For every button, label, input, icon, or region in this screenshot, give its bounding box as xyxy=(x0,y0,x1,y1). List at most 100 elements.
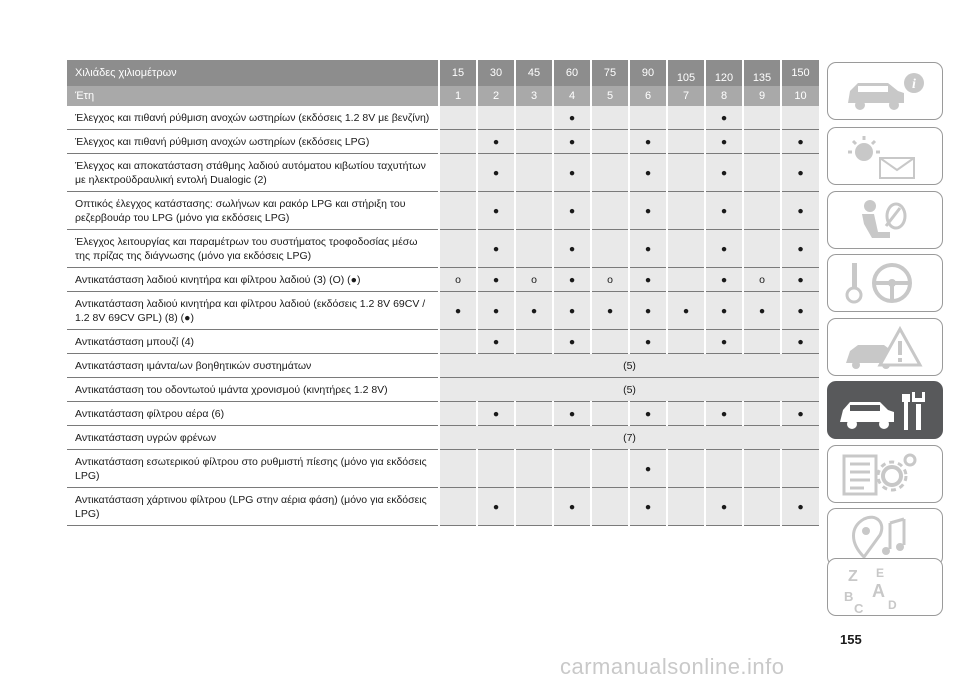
interval-cell: ● xyxy=(704,129,743,154)
interval-cell: ● xyxy=(552,329,591,354)
task-description: Έλεγχος και αποκατάσταση στάθμης λαδιού … xyxy=(67,153,439,192)
interval-note: (5) xyxy=(438,353,819,378)
interval-cell xyxy=(704,449,743,488)
interval-cell: ● xyxy=(780,487,819,526)
svg-text:C: C xyxy=(854,601,864,616)
interval-cell xyxy=(666,129,705,154)
interval-cell xyxy=(780,106,819,130)
interval-cell xyxy=(780,449,819,488)
interval-cell: ● xyxy=(476,267,515,292)
years-header-row: Έτη 1 2 3 4 5 6 7 8 9 10 xyxy=(67,86,819,106)
interval-cell: ● xyxy=(704,401,743,426)
svg-text:E: E xyxy=(876,566,884,580)
mileage-header-row: Χιλιάδες χιλιομέτρων 15 30 45 60 75 90 1… xyxy=(67,60,819,86)
watermark-text: carmanualsonline.info xyxy=(560,654,785,679)
interval-cell: ● xyxy=(628,449,667,488)
svg-text:D: D xyxy=(888,598,897,612)
interval-cell xyxy=(438,106,477,130)
interval-cell: ● xyxy=(552,191,591,230)
side-tab-technical-specs[interactable] xyxy=(827,445,943,503)
years-header-cell: 5 xyxy=(590,86,629,106)
side-tab-emergency[interactable] xyxy=(827,318,943,376)
interval-cell xyxy=(514,229,553,268)
years-header-cell: 1 xyxy=(438,86,477,106)
maintenance-rows: Έλεγχος και πιθανή ρύθμιση ανοχών ωστηρί… xyxy=(67,106,819,526)
interval-cell xyxy=(438,129,477,154)
interval-cell xyxy=(590,153,629,192)
maintenance-schedule-table: Χιλιάδες χιλιομέτρων 15 30 45 60 75 90 1… xyxy=(67,60,819,526)
mileage-header-cell: 105 xyxy=(666,60,705,86)
interval-note: (7) xyxy=(438,425,819,450)
interval-cell: ● xyxy=(704,487,743,526)
table-row: Αντικατάσταση φίλτρου αέρα (6) ● ● ● ● ● xyxy=(67,401,819,426)
interval-cell xyxy=(514,129,553,154)
interval-cell xyxy=(666,191,705,230)
interval-cell xyxy=(742,487,781,526)
mileage-header-cell: 15 xyxy=(438,60,477,86)
interval-cell: ● xyxy=(780,267,819,292)
interval-cell xyxy=(514,329,553,354)
interval-cell: ● xyxy=(476,153,515,192)
task-description: Αντικατάσταση ιμάντα/ων βοηθητικών συστη… xyxy=(67,353,439,378)
interval-cell: ● xyxy=(438,291,477,330)
side-tab-maintenance[interactable] xyxy=(827,381,943,439)
svg-text:Z: Z xyxy=(848,568,858,585)
table-row: Αντικατάσταση λαδιού κινητήρα και φίλτρο… xyxy=(67,291,819,330)
interval-cell: ● xyxy=(780,191,819,230)
mileage-header-cell: 30 xyxy=(476,60,515,86)
side-tab-starting-driving[interactable] xyxy=(827,254,943,312)
mileage-header-cell: 60 xyxy=(552,60,591,86)
interval-cell xyxy=(666,449,705,488)
task-description: Αντικατάσταση εσωτερικού φίλτρου στο ρυθ… xyxy=(67,449,439,488)
mileage-header-label: Χιλιάδες χιλιομέτρων xyxy=(67,60,439,86)
interval-cell: ● xyxy=(742,291,781,330)
side-tab-car-info[interactable]: i xyxy=(827,62,943,120)
interval-cell xyxy=(742,329,781,354)
interval-cell xyxy=(590,401,629,426)
interval-note: (5) xyxy=(438,377,819,402)
interval-cell: ● xyxy=(476,487,515,526)
interval-cell: ● xyxy=(780,153,819,192)
interval-cell xyxy=(438,329,477,354)
side-tab-warning-lights[interactable] xyxy=(827,127,943,185)
interval-cell: ● xyxy=(552,106,591,130)
interval-cell xyxy=(742,153,781,192)
table-row: Έλεγχος και αποκατάσταση στάθμης λαδιού … xyxy=(67,153,819,192)
years-header-label: Έτη xyxy=(67,86,439,106)
side-tab-safety[interactable] xyxy=(827,191,943,249)
interval-cell: ● xyxy=(552,401,591,426)
mileage-header-cell: 45 xyxy=(514,60,553,86)
years-header-cell: 6 xyxy=(628,86,667,106)
interval-cell xyxy=(514,191,553,230)
interval-cell xyxy=(514,401,553,426)
multimedia-music-icon xyxy=(852,515,906,560)
interval-cell xyxy=(666,487,705,526)
mileage-header-cell: 120 xyxy=(704,60,743,86)
interval-cell xyxy=(666,106,705,130)
interval-cell: ● xyxy=(704,153,743,192)
interval-cell xyxy=(666,229,705,268)
interval-cell xyxy=(590,329,629,354)
interval-cell: ● xyxy=(628,153,667,192)
task-description: Αντικατάσταση χάρτινου φίλτρου (LPG στην… xyxy=(67,487,439,526)
interval-cell xyxy=(476,449,515,488)
interval-cell xyxy=(438,449,477,488)
side-tab-multimedia[interactable] xyxy=(827,508,943,566)
task-description: Οπτικός έλεγχος κατάστασης: σωλήνων και … xyxy=(67,191,439,230)
task-description: Έλεγχος και πιθανή ρύθμιση ανοχών ωστηρί… xyxy=(67,129,439,154)
side-tab-index[interactable]: Z E B A C D xyxy=(827,558,943,616)
car-maintenance-wrench-icon xyxy=(840,392,925,430)
page-number: 155 xyxy=(840,632,862,647)
interval-cell xyxy=(438,153,477,192)
interval-cell xyxy=(590,191,629,230)
interval-cell xyxy=(476,106,515,130)
interval-cell xyxy=(514,487,553,526)
interval-cell: ● xyxy=(704,267,743,292)
interval-cell: ● xyxy=(628,401,667,426)
table-row: Οπτικός έλεγχος κατάστασης: σωλήνων και … xyxy=(67,191,819,230)
table-row: Έλεγχος λειτουργίας και παραμέτρων του σ… xyxy=(67,229,819,268)
years-header-cell: 3 xyxy=(514,86,553,106)
mileage-header-cell: 75 xyxy=(590,60,629,86)
task-description: Αντικατάσταση υγρών φρένων xyxy=(67,425,439,450)
interval-cell xyxy=(742,449,781,488)
